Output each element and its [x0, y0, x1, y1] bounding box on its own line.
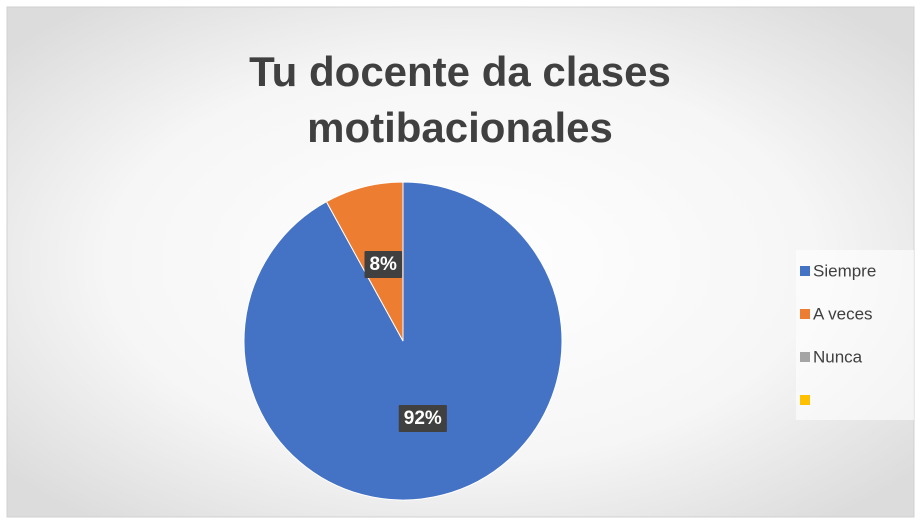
legend-swatch: [800, 395, 810, 405]
data-label-box: [364, 251, 403, 279]
pie: 92% 8%: [243, 181, 563, 501]
legend: Siempre A veces Nunca: [796, 250, 914, 420]
legend-swatch: [800, 309, 810, 319]
legend-label: Nunca: [813, 347, 863, 366]
legend-label: A veces: [813, 304, 873, 323]
legend-swatch: [800, 266, 810, 276]
data-label-box: [398, 405, 447, 433]
legend-swatch: [800, 352, 810, 362]
data-label: 8%: [369, 254, 397, 275]
data-label: 92%: [404, 408, 442, 429]
legend-label: Siempre: [813, 261, 876, 280]
legend-box: [796, 250, 914, 420]
chart-title: Tu docente da clases motibacionales: [249, 48, 671, 151]
